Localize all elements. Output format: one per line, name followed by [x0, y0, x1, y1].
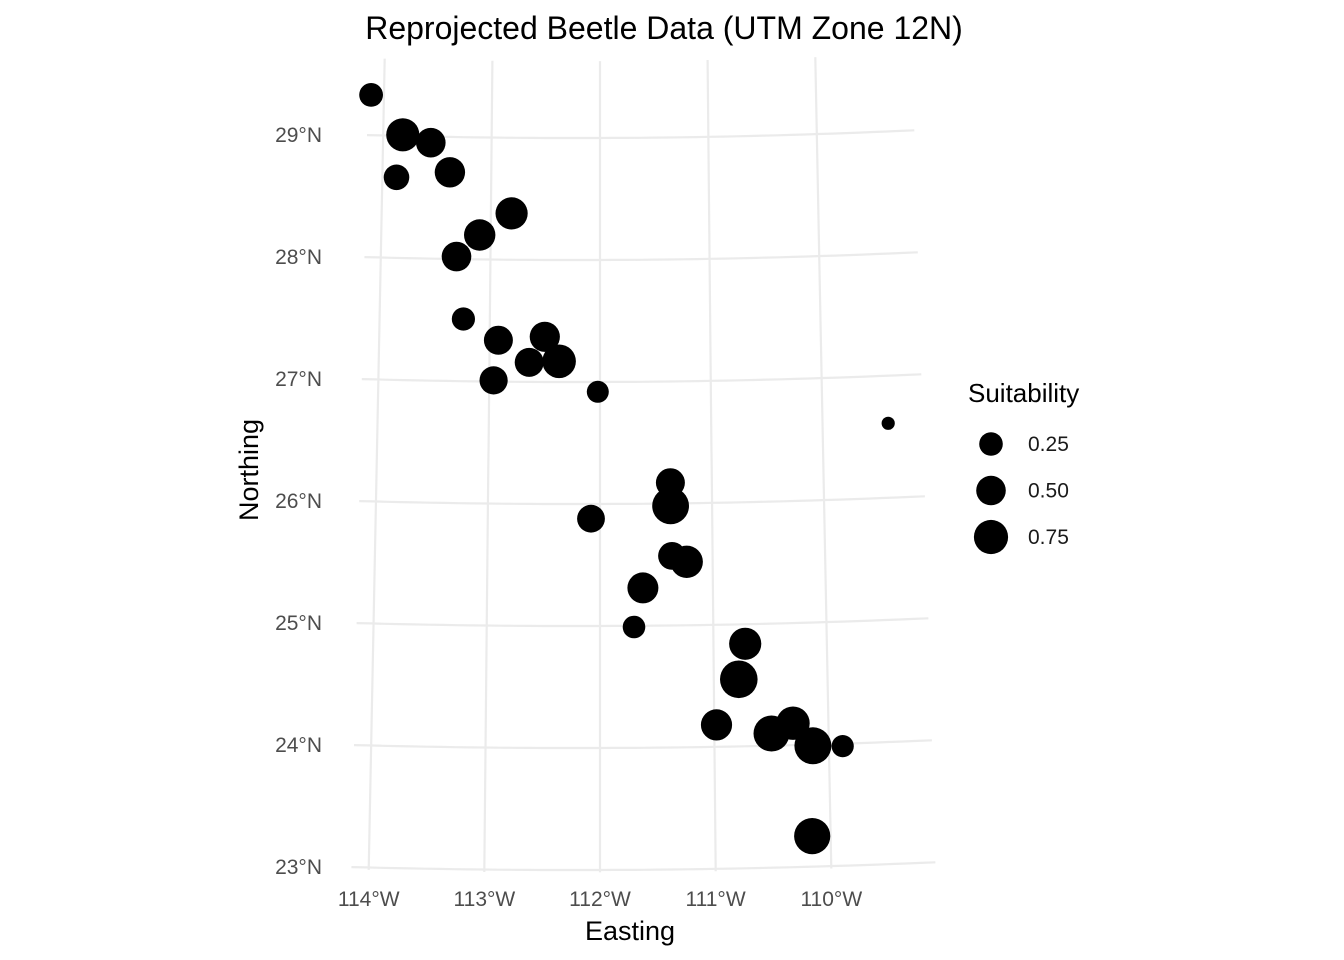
data-point: [386, 118, 420, 152]
legend-key: [976, 475, 1006, 506]
grid-line-lon: [367, 58, 386, 870]
y-tick-label: 28°N: [275, 246, 322, 269]
grid-line-lat: [359, 495, 925, 506]
data-point: [700, 709, 733, 741]
chart-title: Reprojected Beetle Data (UTM Zone 12N): [365, 10, 963, 46]
x-tick-label: 113°W: [454, 888, 516, 911]
y-tick-label: 24°N: [275, 734, 322, 757]
x-tick-label: 112°W: [569, 888, 631, 911]
data-point: [464, 219, 496, 251]
legend-key: [973, 519, 1009, 555]
y-tick-label: 25°N: [275, 612, 322, 635]
data-point: [794, 727, 832, 765]
grid-line-lon: [706, 59, 717, 872]
legend-label: 0.25: [1028, 433, 1069, 456]
grid-line-lat: [361, 373, 922, 384]
data-point: [622, 615, 646, 639]
data-point: [586, 380, 609, 403]
data-point: [542, 344, 576, 379]
data-point: [479, 366, 508, 395]
data-point: [729, 627, 762, 660]
data-point: [483, 325, 513, 355]
data-point: [359, 83, 383, 107]
legend: Suitability 0.25 0.50 0.75: [968, 378, 1079, 555]
grid-line-lon: [483, 60, 494, 873]
data-point: [652, 487, 689, 525]
legend-label: 0.50: [1028, 480, 1069, 503]
data-point: [529, 321, 560, 352]
data-point: [794, 818, 831, 855]
data-point: [441, 241, 472, 272]
data-point: [627, 572, 659, 604]
y-axis-ticks: 23°N 24°N 25°N 26°N 27°N 28°N 29°N: [275, 124, 322, 879]
points-layer: [359, 83, 895, 855]
grid-line-lat: [351, 861, 936, 872]
y-tick-label: 27°N: [275, 368, 322, 391]
grid-line-lon: [814, 57, 833, 869]
data-point: [451, 307, 475, 331]
grid-line-lat: [366, 129, 915, 140]
data-point: [514, 347, 544, 377]
data-point: [720, 660, 758, 699]
legend-title: Suitability: [968, 378, 1079, 408]
x-axis-title: Easting: [585, 916, 675, 946]
data-point: [881, 416, 895, 430]
x-tick-label: 114°W: [338, 888, 400, 911]
y-axis-title: Northing: [234, 419, 264, 521]
data-point: [495, 197, 528, 230]
data-point: [416, 127, 446, 158]
data-point: [577, 504, 605, 533]
data-point: [383, 164, 410, 191]
legend-entries: 0.25 0.50 0.75: [973, 432, 1069, 555]
data-point: [670, 545, 703, 578]
y-tick-label: 23°N: [275, 856, 322, 879]
legend-label: 0.75: [1028, 526, 1069, 549]
y-tick-label: 26°N: [275, 490, 322, 513]
x-axis-ticks: 114°W 113°W 112°W 111°W 110°W: [338, 888, 862, 911]
data-point: [434, 157, 466, 188]
data-point: [753, 715, 790, 752]
data-point: [831, 735, 854, 758]
y-tick-label: 29°N: [275, 124, 322, 147]
legend-key: [979, 432, 1003, 456]
x-tick-label: 110°W: [800, 888, 862, 911]
x-tick-label: 111°W: [686, 888, 746, 911]
